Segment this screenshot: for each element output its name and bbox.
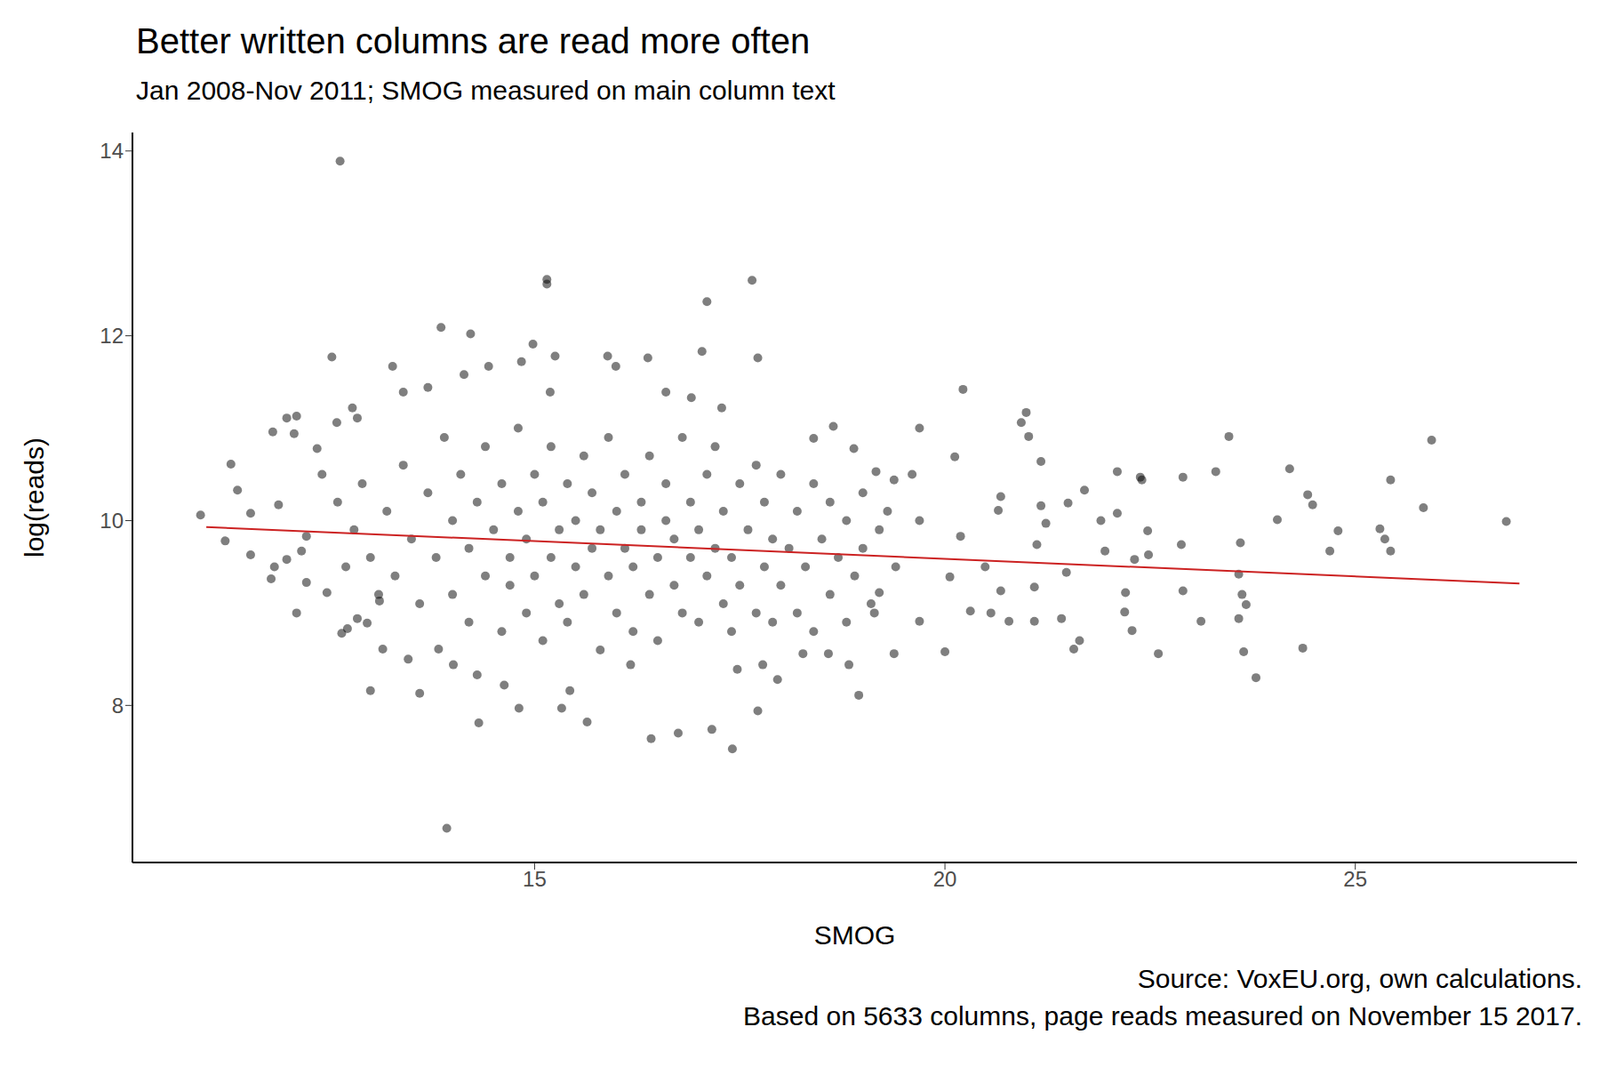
svg-text:SMOG: SMOG — [814, 920, 896, 950]
svg-text:12: 12 — [99, 323, 124, 348]
svg-text:log(reads): log(reads) — [19, 437, 49, 558]
html-text:Based on 5633 columns, page re: Based on 5633 columns, page reads measur… — [743, 1000, 1583, 1031]
svg-text:20: 20 — [933, 866, 958, 891]
svg-text:15: 15 — [522, 866, 547, 891]
html-text:Source: VoxEU.org, own calcula: Source: VoxEU.org, own calculations. — [1137, 963, 1583, 993]
html-text:Better written columns are rea: Better written columns are read more oft… — [136, 21, 810, 61]
svg-text:10: 10 — [99, 508, 124, 533]
svg-text:14: 14 — [99, 138, 124, 163]
svg-text:8: 8 — [112, 693, 124, 718]
svg-text:25: 25 — [1343, 866, 1368, 891]
html-text:Jan 2008-Nov 2011; SMOG measur: Jan 2008-Nov 2011; SMOG measured on main… — [136, 75, 836, 105]
